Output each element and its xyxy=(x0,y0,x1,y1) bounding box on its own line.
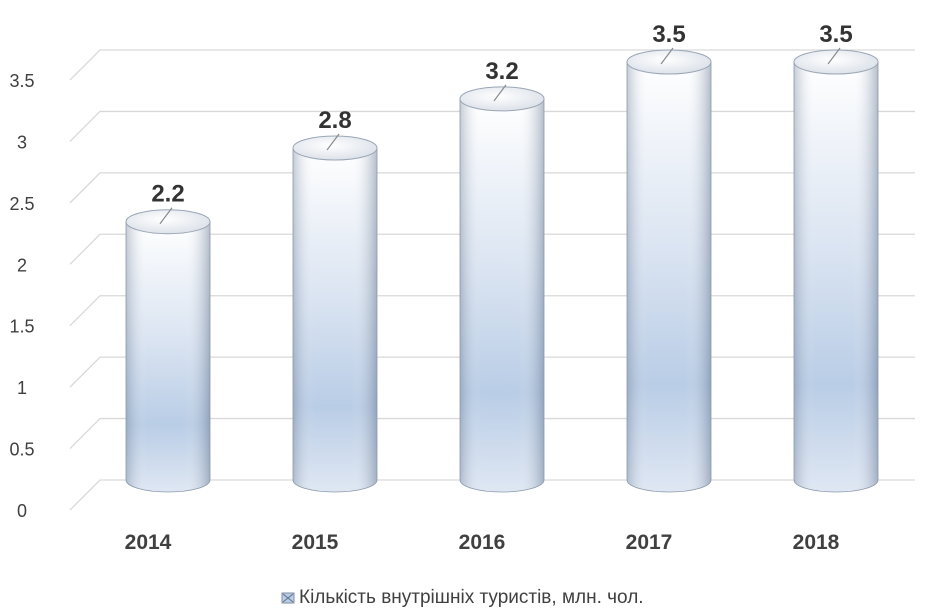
bar-top xyxy=(459,86,545,112)
y-tick-label: 1 xyxy=(17,378,27,398)
bar-top xyxy=(292,135,378,161)
data-label: 2.8 xyxy=(318,107,351,134)
bar xyxy=(292,135,378,493)
x-tick-label: 2017 xyxy=(626,531,673,554)
x-axis: 2014 2015 2016 2017 2018 xyxy=(125,531,840,554)
x-tick-label: 2015 xyxy=(292,531,339,554)
x-tick-label: 2016 xyxy=(459,531,506,554)
data-label-leader xyxy=(326,133,340,151)
legend: Кількість внутрішніх туристів, млн. чол. xyxy=(281,587,644,608)
bar xyxy=(125,209,211,493)
x-tick-label: 2014 xyxy=(125,531,172,554)
data-label-leader xyxy=(660,47,674,65)
data-label-leader xyxy=(493,84,507,102)
data-label: 3.5 xyxy=(819,21,852,48)
data-labels: 2.2 2.8 3.2 3.5 3.5 xyxy=(151,21,853,225)
y-tick-label: 2 xyxy=(17,255,27,275)
data-label-leader xyxy=(159,207,173,225)
legend-marker-icon xyxy=(281,592,295,604)
grid-line xyxy=(69,49,915,81)
y-tick-label: 3 xyxy=(17,132,27,152)
bar xyxy=(793,49,879,493)
x-tick-label: 2018 xyxy=(793,531,840,554)
data-label: 2.2 xyxy=(151,181,184,208)
bar xyxy=(626,49,712,493)
y-axis: 0 0.5 1 1.5 2 2.5 3 3.5 xyxy=(9,71,34,521)
bar-top xyxy=(793,49,879,75)
bar-shade xyxy=(125,221,211,493)
bars xyxy=(125,49,879,493)
y-tick-label: 0 xyxy=(17,501,27,521)
bar-shade xyxy=(292,147,378,493)
data-label: 3.5 xyxy=(652,21,685,48)
y-tick-label: 3.5 xyxy=(9,71,34,91)
y-tick-label: 1.5 xyxy=(9,317,34,337)
data-label-leader xyxy=(827,47,841,65)
y-tick-label: 0.5 xyxy=(9,440,34,460)
y-tick-label: 2.5 xyxy=(9,194,34,214)
bar-top xyxy=(125,209,211,235)
bar xyxy=(459,86,545,493)
bar-shade xyxy=(793,61,879,493)
data-label: 3.2 xyxy=(485,58,518,85)
grid-lines xyxy=(69,49,915,511)
legend-label: Кількість внутрішніх туристів, млн. чол. xyxy=(299,587,644,608)
bar-shade xyxy=(626,61,712,493)
bar-top xyxy=(626,49,712,75)
bar-shade xyxy=(459,98,545,493)
